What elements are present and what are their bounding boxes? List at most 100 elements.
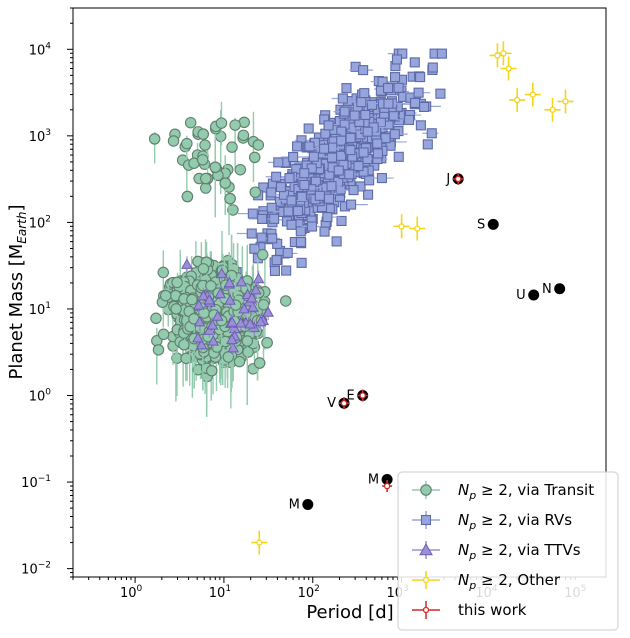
ttv-point — [195, 338, 208, 350]
rv-point — [269, 213, 280, 224]
rv-point — [308, 151, 319, 162]
ttv-point — [226, 333, 238, 345]
rv-point — [348, 185, 359, 196]
rv-point — [413, 87, 424, 98]
rv-point — [358, 65, 369, 76]
ttv-point — [211, 310, 224, 321]
transit-point — [205, 280, 217, 292]
solar-planet-marker — [487, 218, 499, 230]
rv-point — [388, 110, 399, 121]
transit-point — [253, 357, 266, 369]
rv-point — [377, 76, 388, 87]
rv-point — [331, 236, 342, 247]
rv-point — [341, 83, 352, 94]
y-tick-label: 100 — [29, 388, 52, 405]
rv-point — [283, 206, 294, 217]
legend-entry: Np ≥ 2, via Transit — [412, 481, 594, 502]
rv-point — [409, 97, 421, 109]
solar-planet-label: M — [289, 498, 300, 513]
transit-point — [157, 328, 170, 341]
legend-marker — [420, 484, 432, 496]
other-point — [549, 106, 556, 113]
rv-point — [336, 215, 347, 227]
transit-point — [242, 346, 254, 358]
rv-point — [346, 199, 357, 210]
other-point — [500, 50, 507, 57]
rv-point — [247, 208, 258, 219]
ttv-point — [249, 283, 262, 295]
rv-point — [266, 202, 277, 213]
rv-point — [436, 48, 447, 59]
transit-point — [180, 352, 192, 365]
ttv-point — [181, 258, 193, 269]
transit-point — [150, 312, 162, 325]
rv-point — [364, 175, 375, 186]
rv-point — [275, 182, 286, 193]
transit-point — [249, 186, 262, 198]
solar-planet-marker — [554, 283, 566, 295]
solar-planet-label: E — [346, 389, 354, 404]
legend-marker — [422, 606, 430, 614]
legend-entry: Np ≥ 2, via TTVs — [412, 541, 581, 562]
rv-point — [360, 109, 371, 121]
rv-point — [271, 255, 282, 266]
other-point — [529, 91, 536, 98]
legend: Np ≥ 2, via Transit Np ≥ 2, via RVs Np ≥ 2… — [397, 471, 619, 631]
transit-point — [215, 117, 228, 129]
rv-point — [397, 48, 408, 59]
legend-label: Np ≥ 2, via RVs — [458, 511, 572, 532]
solar-planet-marker — [381, 474, 393, 486]
ttv-point — [244, 318, 257, 329]
rv-point — [383, 98, 394, 109]
transit-point — [237, 129, 250, 142]
y-tick-label: 104 — [29, 41, 52, 58]
transit-point — [184, 116, 197, 129]
transit-point — [227, 204, 239, 216]
rv-point — [363, 189, 374, 200]
rv-point — [409, 57, 420, 68]
transit-point — [181, 190, 194, 203]
transit-point — [219, 177, 231, 189]
rv-point — [393, 82, 404, 93]
rv-point — [358, 147, 369, 158]
x-axis-label: Period [d] — [306, 602, 393, 623]
transit-point — [233, 355, 246, 368]
rv-point — [284, 172, 295, 184]
x-tick-label: 102 — [298, 584, 320, 601]
ttv-point — [224, 294, 236, 305]
rv-point — [299, 168, 310, 179]
solar-planet-label: J — [445, 172, 450, 187]
rv-point — [249, 243, 260, 254]
rv-point — [271, 171, 282, 182]
solar-planet-label: U — [516, 288, 526, 303]
solar-planet-marker — [302, 499, 314, 511]
transit-point — [160, 289, 172, 302]
ttv-point — [238, 302, 250, 314]
rv-point — [391, 54, 403, 65]
legend-label: Np ≥ 2, Other — [458, 571, 561, 592]
rv-point — [296, 191, 307, 202]
rv-point — [273, 157, 284, 168]
rv-point — [349, 110, 360, 121]
legend-entry: this work — [412, 601, 527, 619]
solar-planet-label: M — [368, 473, 379, 488]
rv-point — [427, 62, 438, 73]
transit-point — [205, 364, 218, 377]
other-point — [505, 65, 512, 72]
rv-point — [366, 99, 378, 110]
transit-point — [252, 139, 265, 151]
rv-point — [415, 120, 426, 131]
transit-point — [256, 248, 269, 261]
transit-point — [157, 266, 170, 279]
transit-point — [199, 139, 211, 151]
legend-marker — [422, 576, 430, 584]
transit-point — [222, 351, 235, 363]
rv-point — [320, 128, 331, 139]
rv-point — [359, 88, 370, 99]
transit-point — [171, 276, 183, 289]
ttv-point — [235, 275, 248, 287]
rv-point — [304, 141, 315, 152]
rv-point — [326, 152, 338, 163]
rv-point — [333, 165, 344, 176]
